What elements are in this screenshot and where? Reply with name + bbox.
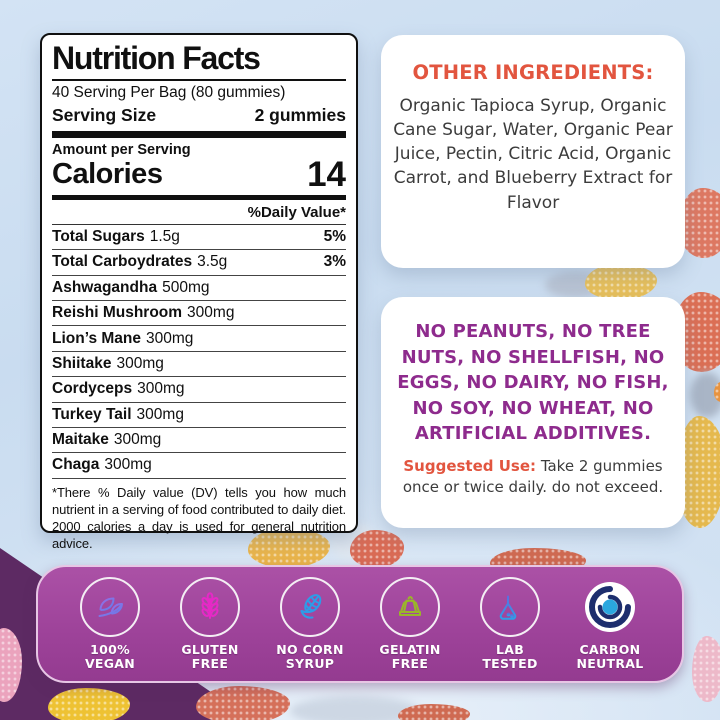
nutrient-name: Ashwagandha <box>52 278 158 296</box>
badge-no-corn-syrup: NO CORN SYRUP <box>262 576 358 672</box>
nutrient-amount: 300mg <box>113 431 162 449</box>
nutrient-row: Lion’s Mane 300mg <box>52 326 346 352</box>
gummy-image <box>714 382 720 402</box>
gummy-image <box>398 704 470 720</box>
nutrient-name: Lion’s Mane <box>52 329 141 347</box>
badge-bar: 100% VEGAN <box>36 565 684 683</box>
nutrient-row: Ashwagandha 500mg <box>52 276 346 302</box>
nutrient-daily-value: 3% <box>323 253 346 271</box>
nutrient-name: Chaga <box>52 456 100 474</box>
nutrient-amount: 300mg <box>146 329 194 347</box>
nutrition-title: Nutrition Facts <box>52 41 346 81</box>
allergen-card: NO PEANUTS, NO TREE NUTS, NO SHELLFISH, … <box>381 297 685 528</box>
nutrient-row: Turkey Tail 300mg <box>52 403 346 428</box>
nutrient-amount: 500mg <box>162 278 210 296</box>
badge-lab-tested: LAB TESTED <box>462 576 558 672</box>
badge-label: 100% VEGAN <box>84 641 136 672</box>
badge-label-line: VEGAN <box>84 656 136 671</box>
nutrient-name: Maitake <box>52 431 109 449</box>
nutrient-row: Total Carboydrates 3.5g 3% <box>52 250 346 276</box>
serving-size-value: 2 gummies <box>254 104 346 125</box>
medium-divider <box>52 194 346 200</box>
calories-row: Calories 14 <box>52 158 346 195</box>
nutrient-name: Shiitake <box>52 354 112 372</box>
nutrient-row: Shiitake 300mg <box>52 352 346 378</box>
nutrient-amount: 300mg <box>116 354 164 372</box>
gummy-image <box>0 628 22 702</box>
nutrient-name: Cordyceps <box>52 380 133 398</box>
badge-label: GELATIN FREE <box>379 641 441 672</box>
nutrient-name: Reishi Mushroom <box>52 304 183 322</box>
gummy-image <box>196 686 290 720</box>
gelatin-mold-icon <box>380 576 440 637</box>
nutrient-name: Total Carboydrates <box>52 253 193 271</box>
suggested-use: Suggested Use: Take 2 gummies once or tw… <box>391 456 675 500</box>
lab-flask-icon <box>480 576 540 637</box>
badge-label-line: NO CORN <box>276 641 344 657</box>
nutrient-amount: 300mg <box>136 405 184 423</box>
nutrient-amount: 300mg <box>137 380 185 398</box>
gummy-image <box>48 688 130 720</box>
badge-label: GLUTEN FREE <box>181 641 239 672</box>
other-ingredients-heading: OTHER INGREDIENTS: <box>412 61 654 84</box>
badge-label-line: GELATIN <box>379 641 441 657</box>
badge-label-line: 100% <box>90 641 130 657</box>
nutrient-row: Total Sugars 1.5g 5% <box>52 225 346 251</box>
badge-label-line: CARBON <box>579 641 641 657</box>
nutrient-row: Maitake 300mg <box>52 428 346 454</box>
badge-label-line: GLUTEN <box>181 641 239 657</box>
badge-label-line: NEUTRAL <box>576 656 644 671</box>
badge-100-vegan: 100% VEGAN <box>62 576 158 672</box>
calories-value: 14 <box>307 155 346 195</box>
badge-label: LAB TESTED <box>482 641 538 672</box>
suggested-use-label: Suggested Use: <box>403 456 537 475</box>
badge-label-line: FREE <box>391 656 429 671</box>
nutrient-row: Chaga 300mg <box>52 453 346 479</box>
nutrition-facts-label: Nutrition Facts 40 Serving Per Bag (80 g… <box>40 33 358 551</box>
nutrient-row: Reishi Mushroom 300mg <box>52 301 346 327</box>
thick-divider <box>52 130 346 138</box>
nutrient-row: Cordyceps 300mg <box>52 377 346 403</box>
servings-per-bag: 40 Serving Per Bag (80 gummies) <box>52 83 286 101</box>
serving-size-row: Serving Size 2 gummies <box>52 103 346 131</box>
nutrient-amount: 1.5g <box>149 228 180 246</box>
nutrient-amount: 300mg <box>187 304 235 322</box>
badge-label-line: SYRUP <box>285 656 335 671</box>
suggested-use-text: Take 2 gummies once or twice daily. do n… <box>402 456 664 497</box>
badge-label: CARBON NEUTRAL <box>576 641 644 672</box>
nutrient-name: Turkey Tail <box>52 405 132 423</box>
nutrient-name: Total Sugars <box>52 228 145 246</box>
badge-label-line: TESTED <box>482 656 538 671</box>
gummy-image <box>585 264 657 300</box>
badge-label-line: LAB <box>495 641 525 657</box>
carbon-neutral-icon <box>580 577 640 637</box>
badge-gelatin-free: GELATIN FREE <box>362 576 458 672</box>
gummy-image <box>692 636 720 702</box>
wheat-icon <box>180 576 240 637</box>
badge-label-line: FREE <box>191 656 229 671</box>
allergen-statement: NO PEANUTS, NO TREE NUTS, NO SHELLFISH, … <box>397 321 669 445</box>
calories-label: Calories <box>52 157 163 190</box>
daily-value-footnote: *There % Daily value (DV) tells you how … <box>52 484 346 552</box>
badge-label: NO CORN SYRUP <box>276 641 344 672</box>
nutrient-amount: 300mg <box>104 456 152 474</box>
serving-size-label: Serving Size <box>52 104 157 125</box>
nutrient-amount: 3.5g <box>197 253 228 271</box>
nutrient-daily-value: 5% <box>323 228 346 246</box>
leaf-icon <box>80 576 140 637</box>
amount-per-serving: Amount per Serving <box>52 141 191 158</box>
badge-carbon-neutral: CARBON NEUTRAL <box>562 577 658 672</box>
corn-icon <box>280 576 340 637</box>
gummy-image <box>350 530 404 568</box>
other-ingredients-body: Organic Tapioca Syrup, Organic Cane Suga… <box>393 96 673 213</box>
gummy-image <box>248 528 330 568</box>
daily-value-header: %Daily Value* <box>52 200 346 225</box>
other-ingredients-card: OTHER INGREDIENTS: Organic Tapioca Syrup… <box>381 35 685 268</box>
gummy-image <box>678 188 720 258</box>
badge-gluten-free: GLUTEN FREE <box>162 576 258 672</box>
nutrient-rows: Total Sugars 1.5g 5% Total Carboydrates … <box>52 225 346 479</box>
